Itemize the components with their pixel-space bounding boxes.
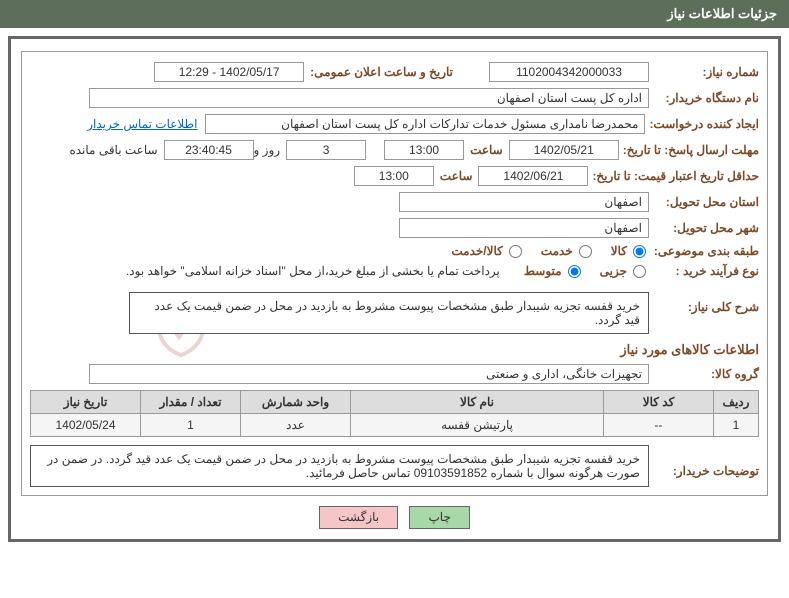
panel-title: جزئیات اطلاعات نیاز bbox=[667, 6, 777, 21]
goods-info-title: اطلاعات کالاهای مورد نیاز bbox=[30, 342, 759, 358]
row-buyer-notes: توضیحات خریدار: خرید قفسه تجزیه شیبدار ط… bbox=[30, 445, 759, 487]
radio-goods-service-label: کالا/خدمت bbox=[451, 244, 502, 258]
print-button[interactable]: چاپ bbox=[409, 506, 469, 529]
response-remain: 23:40:45 bbox=[164, 140, 254, 160]
goods-group-value: تجهیزات خانگی، اداری و صنعتی bbox=[89, 364, 649, 384]
buyer-notes-label: توضیحات خریدار: bbox=[649, 454, 759, 478]
buyer-org-label: نام دستگاه خریدار: bbox=[649, 91, 759, 105]
need-number-value: 1102004342000033 bbox=[489, 62, 649, 82]
delivery-province-label: استان محل تحویل: bbox=[649, 195, 759, 209]
classification-radios: کالا خدمت کالا/خدمت bbox=[439, 244, 649, 258]
td-unit: عدد bbox=[241, 414, 351, 437]
td-need-date: 1402/05/24 bbox=[31, 414, 141, 437]
panel-header: جزئیات اطلاعات نیاز bbox=[0, 0, 789, 28]
main-panel: AriaTender.net شماره نیاز: 1102004342000… bbox=[8, 36, 781, 542]
td-code: -- bbox=[604, 414, 714, 437]
price-validity-label: حداقل تاریخ اعتبار قیمت: تا تاریخ: bbox=[588, 169, 759, 183]
delivery-city-label: شهر محل تحویل: bbox=[649, 221, 759, 235]
response-remain-label: ساعت باقی مانده bbox=[69, 143, 157, 157]
radio-service[interactable] bbox=[579, 245, 592, 258]
requester-label: ایجاد کننده درخواست: bbox=[645, 117, 759, 131]
goods-group-label: گروه کالا: bbox=[649, 367, 759, 381]
td-row: 1 bbox=[714, 414, 759, 437]
table-row: 1 -- پارتیشن قفسه عدد 1 1402/05/24 bbox=[31, 414, 759, 437]
price-validity-time: 13:00 bbox=[354, 166, 434, 186]
announce-date-value: 1402/05/17 - 12:29 bbox=[154, 62, 304, 82]
row-buyer-org: نام دستگاه خریدار: اداره کل پست استان اص… bbox=[30, 88, 759, 108]
th-row: ردیف bbox=[714, 391, 759, 414]
need-number-label: شماره نیاز: bbox=[649, 65, 759, 79]
row-need-number: شماره نیاز: 1102004342000033 تاریخ و ساع… bbox=[30, 62, 759, 82]
td-name: پارتیشن قفسه bbox=[351, 414, 604, 437]
row-process-type: نوع فرآیند خرید : جزیی متوسط پرداخت تمام… bbox=[30, 264, 759, 278]
delivery-city-value: اصفهان bbox=[399, 218, 649, 238]
requester-value: محمدرضا نامداری مسئول خدمات تدارکات ادار… bbox=[205, 114, 645, 134]
radio-small-label: جزیی bbox=[600, 264, 627, 278]
radio-goods-service[interactable] bbox=[509, 245, 522, 258]
row-delivery-city: شهر محل تحویل: اصفهان bbox=[30, 218, 759, 238]
response-deadline-date: 1402/05/21 bbox=[509, 140, 619, 160]
need-summary-text: خرید قفسه تجزیه شیبدار طبق مشخصات پیوست … bbox=[129, 292, 649, 334]
row-need-summary: شرح کلی نیاز: خرید قفسه تجزیه شیبدار طبق… bbox=[30, 292, 759, 334]
radio-medium-label: متوسط bbox=[524, 264, 562, 278]
response-days: 3 bbox=[286, 140, 366, 160]
row-goods-group: گروه کالا: تجهیزات خانگی، اداری و صنعتی bbox=[30, 364, 759, 384]
th-unit: واحد شمارش bbox=[241, 391, 351, 414]
radio-goods[interactable] bbox=[633, 245, 646, 258]
radio-small[interactable] bbox=[633, 265, 646, 278]
response-days-label: روز و bbox=[254, 143, 281, 157]
th-name: نام کالا bbox=[351, 391, 604, 414]
process-type-note: پرداخت تمام یا بخشی از مبلغ خرید،از محل … bbox=[126, 264, 500, 278]
process-type-label: نوع فرآیند خرید : bbox=[649, 264, 759, 278]
process-type-radios: جزیی متوسط bbox=[512, 264, 649, 278]
radio-goods-label: کالا bbox=[611, 244, 627, 258]
row-price-validity: حداقل تاریخ اعتبار قیمت: تا تاریخ: 1402/… bbox=[30, 166, 759, 186]
announce-date-label: تاریخ و ساعت اعلان عمومی: bbox=[304, 65, 459, 79]
radio-service-label: خدمت bbox=[541, 244, 573, 258]
details-panel: شماره نیاز: 1102004342000033 تاریخ و ساع… bbox=[21, 51, 768, 496]
response-deadline-time: 13:00 bbox=[384, 140, 464, 160]
classification-label: طبقه بندی موضوعی: bbox=[649, 244, 759, 258]
delivery-province-value: اصفهان bbox=[399, 192, 649, 212]
back-button[interactable]: بازگشت bbox=[319, 506, 398, 529]
row-classification: طبقه بندی موضوعی: کالا خدمت کالا/خدمت bbox=[30, 244, 759, 258]
need-summary-label: شرح کلی نیاز: bbox=[649, 292, 759, 314]
buttons-row: چاپ بازگشت bbox=[21, 506, 768, 529]
buyer-notes-text: خرید قفسه تجزیه شیبدار طبق مشخصات پیوست … bbox=[30, 445, 649, 487]
th-code: کد کالا bbox=[604, 391, 714, 414]
row-response-deadline: مهلت ارسال پاسخ: تا تاریخ: 1402/05/21 سا… bbox=[30, 140, 759, 160]
buyer-org-value: اداره کل پست استان اصفهان bbox=[89, 88, 649, 108]
row-delivery-province: استان محل تحویل: اصفهان bbox=[30, 192, 759, 212]
price-validity-date: 1402/06/21 bbox=[478, 166, 588, 186]
td-qty: 1 bbox=[141, 414, 241, 437]
row-requester: ایجاد کننده درخواست: محمدرضا نامداری مسئ… bbox=[30, 114, 759, 134]
response-time-label: ساعت bbox=[464, 143, 509, 157]
price-validity-time-label: ساعت bbox=[434, 169, 479, 183]
buyer-contact-link[interactable]: اطلاعات تماس خریدار bbox=[87, 117, 197, 131]
th-need-date: تاریخ نیاز bbox=[31, 391, 141, 414]
radio-medium[interactable] bbox=[568, 265, 581, 278]
items-table: ردیف کد کالا نام کالا واحد شمارش تعداد /… bbox=[30, 390, 759, 437]
th-qty: تعداد / مقدار bbox=[141, 391, 241, 414]
table-header-row: ردیف کد کالا نام کالا واحد شمارش تعداد /… bbox=[31, 391, 759, 414]
response-deadline-label: مهلت ارسال پاسخ: تا تاریخ: bbox=[619, 143, 759, 157]
